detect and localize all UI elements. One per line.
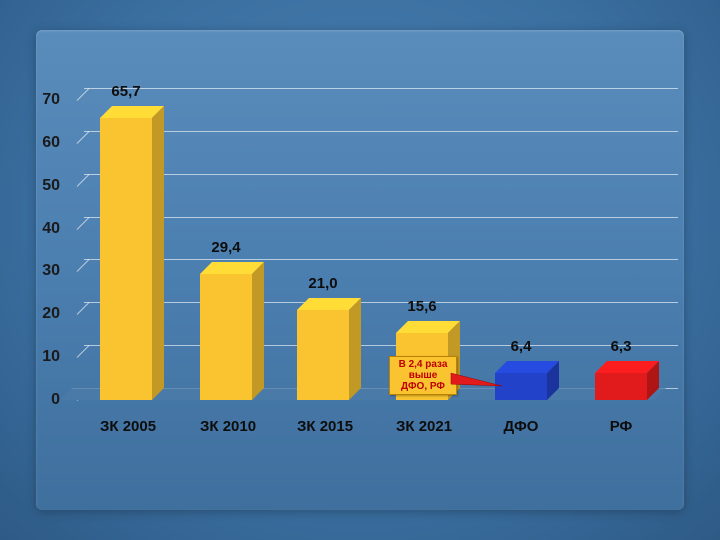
callout-line2: выше — [409, 370, 438, 381]
y-tick-label: 60 — [42, 134, 60, 152]
grid-line-depth — [77, 131, 90, 144]
grid-line — [84, 217, 678, 218]
grid-line-depth — [77, 302, 90, 315]
callout-line3: ДФО, РФ — [401, 381, 445, 392]
bar-front — [297, 310, 349, 400]
y-tick-label: 30 — [42, 262, 60, 280]
bar-value-label: 65,7 — [111, 83, 140, 100]
y-tick-label: 10 — [42, 348, 60, 366]
bar-РФ: 6,3РФ — [595, 373, 647, 400]
grid-line-depth — [77, 260, 90, 273]
bar-category-label: ЗК 2005 — [100, 418, 152, 435]
bar-side — [349, 298, 361, 400]
back-wall — [84, 88, 678, 388]
grid-line-depth — [77, 174, 90, 187]
bar-value-label: 6,3 — [611, 338, 632, 355]
bar-ЗК-2005: 65,7ЗК 2005 — [100, 118, 152, 400]
bar-category-label: ЗК 2021 — [396, 418, 448, 435]
grid-line — [84, 259, 678, 260]
y-tick-label: 50 — [42, 177, 60, 195]
bar-ЗК-2015: 21,0ЗК 2015 — [297, 310, 349, 400]
bar-category-label: ДФО — [495, 418, 547, 435]
grid-line-depth — [77, 217, 90, 230]
bar-value-label: 6,4 — [511, 338, 532, 355]
bar-category-label: ЗК 2010 — [200, 418, 252, 435]
y-tick-label: 0 — [51, 391, 60, 409]
bar-front — [100, 118, 152, 400]
bar-front — [495, 373, 547, 400]
bar-category-label: РФ — [595, 418, 647, 435]
callout-box: В 2,4 раза выше ДФО, РФ — [389, 356, 457, 395]
y-tick-label: 40 — [42, 220, 60, 238]
bar-value-label: 15,6 — [407, 298, 436, 315]
chart-plot-area: 010203040506070 65,7ЗК 200529,4ЗК 201021… — [72, 100, 666, 400]
bar-value-label: 21,0 — [308, 275, 337, 292]
bar-category-label: ЗК 2015 — [297, 418, 349, 435]
grid-line — [84, 131, 678, 132]
bar-ЗК-2010: 29,4ЗК 2010 — [200, 274, 252, 400]
bar-ДФО: 6,4ДФО — [495, 373, 547, 400]
y-tick-label: 20 — [42, 305, 60, 323]
grid-line — [84, 302, 678, 303]
bar-front — [200, 274, 252, 400]
grid-line — [84, 174, 678, 175]
y-tick-label: 70 — [42, 91, 60, 109]
grid-line — [84, 345, 678, 346]
callout-line1: В 2,4 раза — [399, 359, 448, 370]
bar-side — [152, 106, 164, 400]
grid-line-depth — [77, 345, 90, 358]
bar-side — [252, 262, 264, 400]
bar-front — [595, 373, 647, 400]
bar-value-label: 29,4 — [211, 239, 240, 256]
